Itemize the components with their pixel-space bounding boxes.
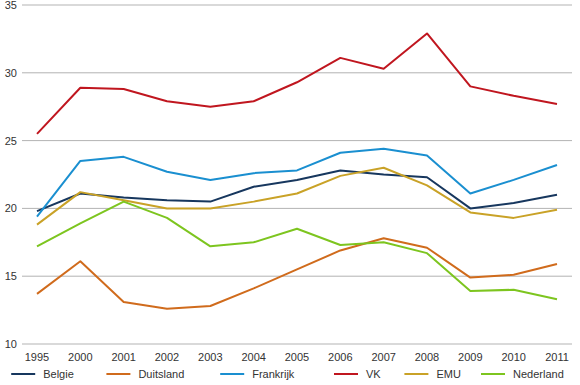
- y-tick-label: 30: [5, 67, 17, 79]
- y-tick-label: 35: [5, 0, 17, 11]
- legend-label: VK: [366, 368, 381, 380]
- x-tick-label: 2011: [545, 351, 569, 363]
- x-tick-label: 2001: [111, 351, 135, 363]
- x-tick-label: 2002: [155, 351, 179, 363]
- x-tick-label: 2004: [241, 351, 265, 363]
- legend-swatch: [334, 373, 358, 375]
- grid-line: [22, 72, 572, 73]
- legend-swatch: [404, 373, 428, 375]
- legend-swatch: [220, 373, 244, 375]
- grid-line: [22, 344, 572, 345]
- x-tick-label: 2000: [68, 351, 92, 363]
- y-tick-label: 20: [5, 202, 17, 214]
- x-tick-label: 2007: [371, 351, 395, 363]
- legend-swatch: [481, 373, 505, 375]
- chart: 10 15 20 25 30 35 1995 2000 2001 2002 2003 2004 2005…: [0, 0, 580, 385]
- legend-label: Belgie: [43, 368, 74, 380]
- x-tick-label: 2010: [501, 351, 525, 363]
- x-tick-label: 1995: [25, 351, 49, 363]
- x-tick-label: 2003: [198, 351, 222, 363]
- legend-label: Nederland: [513, 368, 564, 380]
- legend: Belgie Duitsland Frankrijk VK EMU Nederland: [11, 368, 564, 380]
- y-tick-label: 10: [5, 338, 17, 350]
- legend-label: EMU: [436, 368, 461, 380]
- grid-line: [22, 208, 572, 209]
- y-tick-label: 15: [5, 270, 17, 282]
- y-tick-label: 25: [5, 135, 17, 147]
- series-line: [37, 33, 557, 133]
- series-line: [37, 168, 557, 225]
- legend-swatch: [106, 373, 130, 375]
- series-line: [37, 202, 557, 300]
- legend-label: Frankrijk: [252, 368, 295, 380]
- legend-swatch: [11, 373, 35, 375]
- x-tick-label: 2006: [328, 351, 352, 363]
- grid-line: [22, 140, 572, 141]
- x-tick-label: 2009: [458, 351, 482, 363]
- x-tick-label: 2005: [285, 351, 309, 363]
- series-line: [37, 238, 557, 309]
- legend-label: Duitsland: [138, 368, 184, 380]
- x-tick-label: 2008: [415, 351, 439, 363]
- plot-lines: [37, 33, 557, 308]
- grid-line: [22, 5, 572, 6]
